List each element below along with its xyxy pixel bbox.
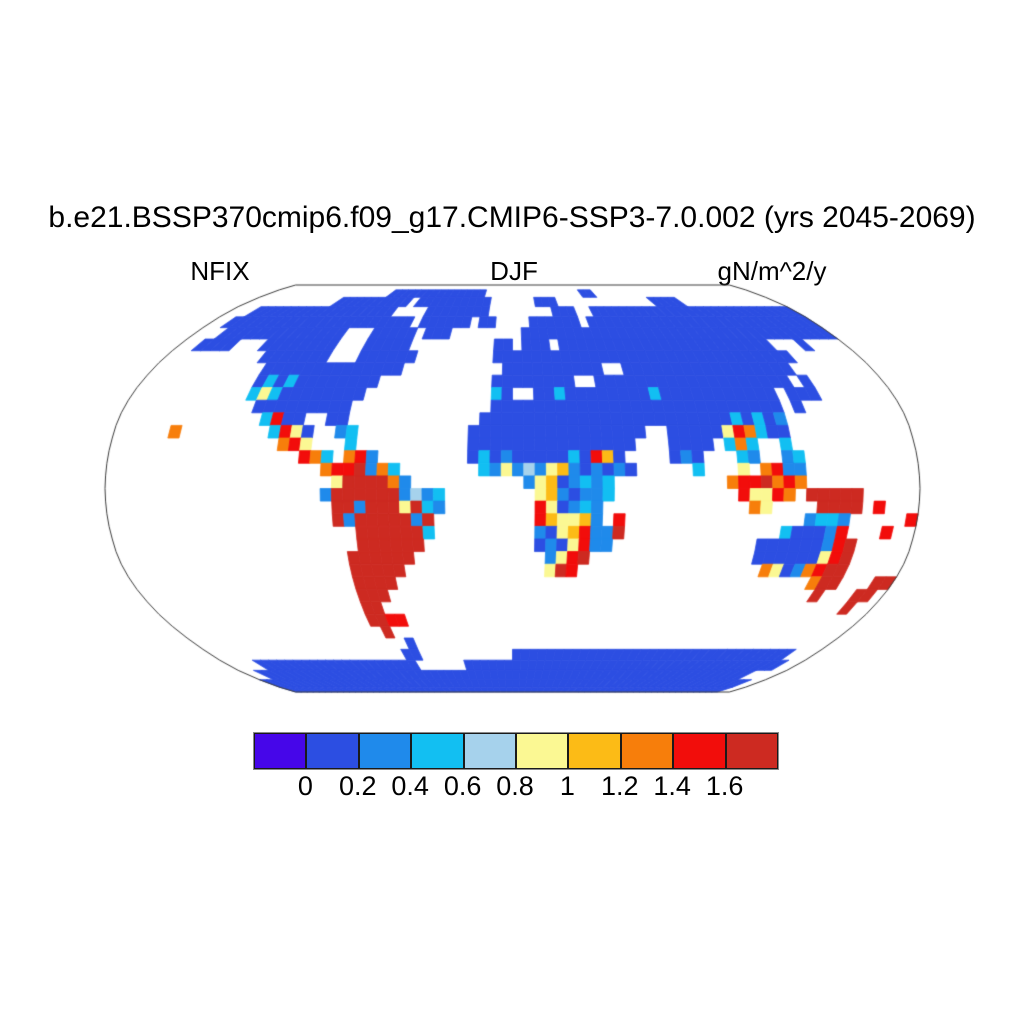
colorbar-swatch (568, 733, 621, 769)
colorbar-swatch (254, 733, 307, 769)
colorbar-tick: 0.6 (443, 771, 482, 801)
colorbar-tick: 1 (559, 771, 575, 801)
colorbar-tick: 0.2 (339, 771, 377, 801)
colorbar-swatch (620, 733, 674, 769)
colorbar-swatch (516, 733, 569, 769)
colorbar-tick: 1.6 (705, 771, 744, 801)
colorbar-swatch (306, 733, 359, 769)
colorbar-tick: 1.4 (653, 771, 691, 801)
colorbar-tick: 1.2 (601, 771, 639, 801)
colorbar-tick: 0 (297, 771, 313, 801)
colorbar-swatch (673, 733, 726, 769)
colorbar-swatch (358, 733, 412, 769)
colorbar (253, 732, 779, 770)
colorbar-swatch (725, 733, 779, 769)
colorbar-ticks: 0 0.2 0.4 0.6 0.8 1 1.2 1.4 1.6 (253, 771, 777, 803)
colorbar-tick: 0.4 (391, 771, 429, 801)
colorbar-tick: 0.8 (496, 771, 534, 801)
colorbar-swatch (463, 733, 517, 769)
colorbar-swatch (411, 733, 464, 769)
